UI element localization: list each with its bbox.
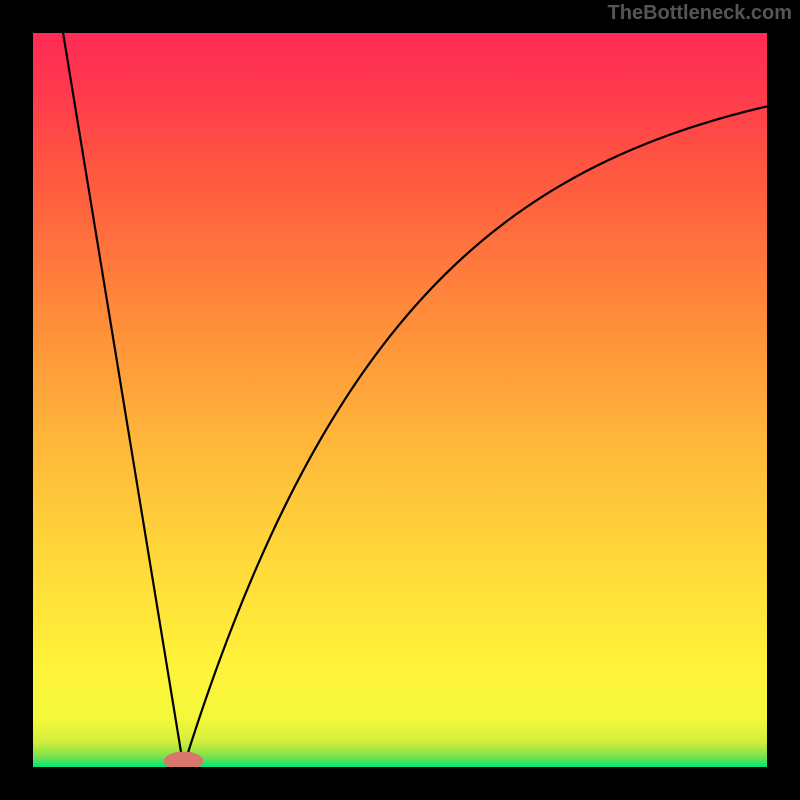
plot-area bbox=[33, 33, 767, 767]
gradient-background bbox=[33, 33, 767, 767]
watermark-text: TheBottleneck.com bbox=[608, 2, 792, 25]
plot-svg bbox=[33, 33, 767, 767]
chart-container: TheBottleneck.com bbox=[0, 0, 800, 800]
